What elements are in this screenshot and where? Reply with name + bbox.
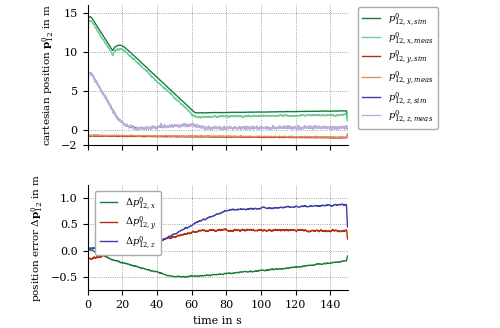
$\Delta p_{12,y}^0$ bbox=[222, 227, 228, 231]
$p_{12,z,meas}^0$ bbox=[184, 123, 190, 127]
Line: $p_{12,x,meas}^0$: $p_{12,x,meas}^0$ bbox=[88, 21, 348, 121]
$\Delta p_{12,x}^0$ bbox=[312, 263, 318, 267]
$p_{12,z,sim}^0$ bbox=[184, 123, 190, 127]
$\Delta p_{12,y}^0$ bbox=[340, 229, 345, 233]
$\Delta p_{12,x}^0$ bbox=[196, 274, 202, 278]
$p_{12,z,meas}^0$ bbox=[86, 70, 91, 73]
$p_{12,z,meas}^0$ bbox=[196, 124, 202, 128]
$p_{12,y,sim}^0$ bbox=[332, 136, 338, 140]
$\Delta p_{12,y}^0$ bbox=[184, 232, 190, 236]
$p_{12,y,meas}^0$ bbox=[84, 131, 90, 134]
$p_{12,z,sim}^0$ bbox=[114, 116, 120, 120]
Y-axis label: cartesian position $\mathbf{p}_{12}^0$ in m: cartesian position $\mathbf{p}_{12}^0$ i… bbox=[40, 4, 56, 146]
$\Delta p_{12,z}^0$ bbox=[340, 202, 345, 206]
$p_{12,z,meas}^0$ bbox=[312, 124, 318, 128]
Legend: $\Delta p_{12,x}^0$, $\Delta p_{12,y}^0$, $\Delta p_{12,z}^0$: $\Delta p_{12,x}^0$, $\Delta p_{12,y}^0$… bbox=[95, 191, 162, 255]
$\Delta p_{12,y}^0$ bbox=[344, 237, 350, 241]
$p_{12,x,meas}^0$ bbox=[114, 47, 120, 51]
$\Delta p_{12,y}^0$ bbox=[84, 252, 90, 256]
$p_{12,x,sim}^0$ bbox=[130, 52, 136, 56]
$p_{12,x,meas}^0$ bbox=[84, 73, 90, 77]
$p_{12,y,meas}^0$ bbox=[344, 132, 350, 136]
$p_{12,y,meas}^0$ bbox=[196, 134, 202, 138]
Legend: $p_{12,x,sim}^0$, $p_{12,x,meas}^0$, $p_{12,y,sim}^0$, $p_{12,y,meas}^0$, $p_{12: $p_{12,x,sim}^0$, $p_{12,x,meas}^0$, $p_… bbox=[358, 7, 438, 129]
Line: $p_{12,z,sim}^0$: $p_{12,z,sim}^0$ bbox=[88, 73, 348, 129]
$p_{12,x,sim}^0$ bbox=[196, 111, 202, 115]
$p_{12,x,meas}^0$ bbox=[130, 57, 136, 61]
Line: $\Delta p_{12,y}^0$: $\Delta p_{12,y}^0$ bbox=[88, 229, 348, 259]
$\Delta p_{12,z}^0$ bbox=[130, 251, 136, 255]
$p_{12,x,sim}^0$ bbox=[114, 44, 120, 48]
$p_{12,x,meas}^0$ bbox=[340, 113, 345, 116]
$p_{12,z,meas}^0$ bbox=[344, 126, 350, 130]
$\Delta p_{12,z}^0$ bbox=[84, 247, 90, 251]
$\Delta p_{12,x}^0$ bbox=[184, 275, 190, 278]
Line: $\Delta p_{12,z}^0$: $\Delta p_{12,z}^0$ bbox=[88, 204, 348, 254]
$\Delta p_{12,z}^0$ bbox=[344, 225, 350, 229]
$p_{12,z,meas}^0$ bbox=[84, 99, 90, 103]
$p_{12,x,meas}^0$ bbox=[86, 19, 92, 23]
$p_{12,z,meas}^0$ bbox=[130, 126, 136, 130]
$\Delta p_{12,x}^0$ bbox=[130, 264, 136, 268]
$p_{12,x,meas}^0$ bbox=[312, 114, 318, 118]
$p_{12,z,sim}^0$ bbox=[312, 125, 318, 129]
Y-axis label: position error $\Delta\mathbf{p}_{12}^0$ in m: position error $\Delta\mathbf{p}_{12}^0$… bbox=[30, 174, 45, 302]
Line: $\Delta p_{12,x}^0$: $\Delta p_{12,x}^0$ bbox=[88, 250, 348, 277]
$p_{12,x,meas}^0$ bbox=[196, 115, 202, 119]
$p_{12,x,meas}^0$ bbox=[344, 119, 350, 123]
$p_{12,y,sim}^0$ bbox=[312, 136, 318, 140]
Line: $p_{12,y,sim}^0$: $p_{12,y,sim}^0$ bbox=[88, 133, 348, 138]
$p_{12,z,sim}^0$ bbox=[196, 124, 202, 128]
$p_{12,y,meas}^0$ bbox=[130, 133, 136, 137]
$p_{12,y,sim}^0$ bbox=[184, 135, 190, 139]
$\Delta p_{12,x}^0$ bbox=[182, 275, 188, 279]
Line: $p_{12,y,meas}^0$: $p_{12,y,meas}^0$ bbox=[88, 133, 348, 138]
$p_{12,y,sim}^0$ bbox=[340, 136, 345, 140]
$\Delta p_{12,y}^0$ bbox=[130, 246, 136, 250]
$p_{12,z,meas}^0$ bbox=[114, 115, 120, 119]
$p_{12,y,meas}^0$ bbox=[184, 134, 190, 138]
$\Delta p_{12,y}^0$ bbox=[89, 257, 95, 261]
$p_{12,y,meas}^0$ bbox=[340, 136, 346, 140]
$\Delta p_{12,z}^0$ bbox=[114, 251, 120, 255]
$p_{12,y,sim}^0$ bbox=[130, 134, 136, 138]
$p_{12,x,sim}^0$ bbox=[86, 15, 91, 19]
$\Delta p_{12,z}^0$ bbox=[184, 226, 190, 230]
$p_{12,y,meas}^0$ bbox=[312, 135, 318, 139]
$p_{12,y,meas}^0$ bbox=[114, 133, 120, 137]
$p_{12,z,sim}^0$ bbox=[344, 127, 350, 131]
$p_{12,z,sim}^0$ bbox=[130, 125, 136, 129]
X-axis label: time in s: time in s bbox=[193, 316, 242, 326]
$p_{12,y,sim}^0$ bbox=[196, 135, 202, 139]
$\Delta p_{12,y}^0$ bbox=[196, 228, 202, 232]
$\Delta p_{12,x}^0$ bbox=[86, 248, 92, 252]
$p_{12,y,sim}^0$ bbox=[114, 134, 120, 138]
$p_{12,x,sim}^0$ bbox=[84, 69, 90, 73]
$p_{12,z,sim}^0$ bbox=[86, 71, 92, 75]
$p_{12,z,sim}^0$ bbox=[340, 125, 345, 129]
$p_{12,x,sim}^0$ bbox=[340, 109, 345, 113]
$\Delta p_{12,z}^0$ bbox=[312, 204, 318, 208]
$p_{12,x,sim}^0$ bbox=[344, 118, 350, 122]
$p_{12,y,meas}^0$ bbox=[340, 135, 345, 139]
$p_{12,y,sim}^0$ bbox=[344, 132, 350, 136]
Line: $p_{12,z,meas}^0$: $p_{12,z,meas}^0$ bbox=[88, 72, 348, 130]
$\Delta p_{12,x}^0$ bbox=[84, 248, 90, 252]
$p_{12,z,sim}^0$ bbox=[84, 98, 90, 102]
$p_{12,z,meas}^0$ bbox=[294, 128, 300, 132]
$p_{12,z,meas}^0$ bbox=[340, 125, 345, 129]
$\Delta p_{12,z}^0$ bbox=[196, 219, 202, 223]
$p_{12,y,sim}^0$ bbox=[84, 131, 90, 135]
$\Delta p_{12,x}^0$ bbox=[340, 259, 345, 263]
$\Delta p_{12,x}^0$ bbox=[114, 259, 120, 263]
$p_{12,x,meas}^0$ bbox=[184, 108, 190, 112]
$\Delta p_{12,y}^0$ bbox=[312, 229, 318, 233]
$\Delta p_{12,z}^0$ bbox=[340, 202, 345, 206]
$p_{12,x,sim}^0$ bbox=[184, 104, 190, 108]
$\Delta p_{12,y}^0$ bbox=[114, 250, 120, 254]
Line: $p_{12,x,sim}^0$: $p_{12,x,sim}^0$ bbox=[88, 17, 348, 120]
$p_{12,x,sim}^0$ bbox=[312, 109, 318, 113]
$\Delta p_{12,x}^0$ bbox=[344, 254, 350, 258]
$\Delta p_{12,z}^0$ bbox=[121, 252, 127, 256]
